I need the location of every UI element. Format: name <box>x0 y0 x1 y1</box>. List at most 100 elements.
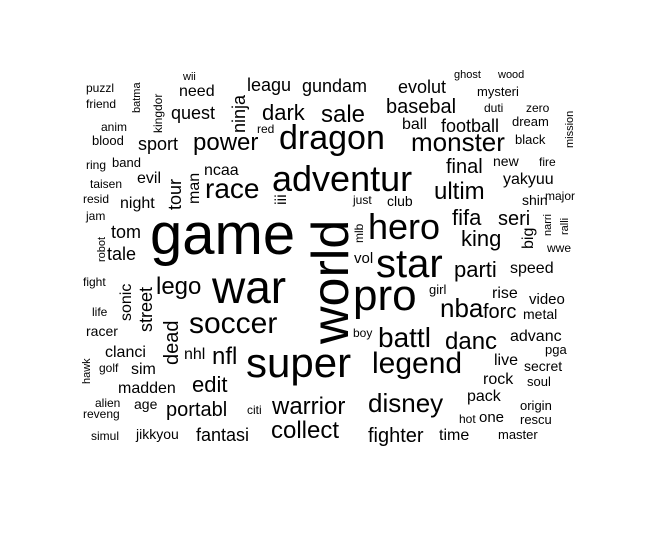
word-fighter: fighter <box>368 425 424 447</box>
word-parti: parti <box>454 257 497 282</box>
word-ralli: ralli <box>559 217 571 235</box>
word-game: game <box>150 202 296 267</box>
word-sim: sim <box>131 361 156 378</box>
word-golf: golf <box>99 361 119 375</box>
word-evil: evil <box>137 170 162 187</box>
word-nfl: nfl <box>212 343 238 370</box>
word-monster: monster <box>411 127 505 157</box>
word-one: one <box>479 409 505 426</box>
word-final: final <box>446 156 483 178</box>
word-robot: robot <box>96 236 108 262</box>
word-ring: ring <box>86 158 107 172</box>
word-racer: racer <box>86 323 118 339</box>
word-rock: rock <box>483 371 514 388</box>
word-just: just <box>353 193 372 207</box>
word-pro: pro <box>353 271 417 320</box>
word-man: man <box>186 172 203 204</box>
word-dream: dream <box>512 114 549 129</box>
word-edit: edit <box>192 372 228 397</box>
word-football: football <box>441 116 500 136</box>
word-tom: tom <box>111 222 142 242</box>
word-fifa: fifa <box>452 205 482 230</box>
word-hawk: hawk <box>81 358 93 384</box>
word-narri: narri <box>542 213 554 236</box>
word-major: major <box>545 189 576 203</box>
word-hero: hero <box>368 206 441 247</box>
word-mysteri: mysteri <box>477 84 519 99</box>
word-gundam: gundam <box>302 76 368 96</box>
word-tour: tour <box>165 178 185 210</box>
word-ghost: ghost <box>454 69 481 81</box>
word-lego: lego <box>156 273 202 300</box>
word-night: night <box>120 195 155 212</box>
word-age: age <box>134 396 158 412</box>
word-alien: alien <box>95 396 121 410</box>
word-legend: legend <box>372 347 463 380</box>
word-rescu: rescu <box>520 412 552 427</box>
word-club: club <box>387 193 413 209</box>
word-ultim: ultim <box>434 178 485 205</box>
word-simul: simul <box>91 429 120 443</box>
word-pack: pack <box>467 388 501 405</box>
word-street: street <box>136 286 156 332</box>
word-girl: girl <box>429 282 447 297</box>
word-band: band <box>112 155 141 170</box>
word-basebal: basebal <box>386 96 457 118</box>
word-big: big <box>520 227 537 249</box>
word-rise: rise <box>492 285 518 302</box>
word-sonic: sonic <box>118 283 135 321</box>
word-fantasi: fantasi <box>196 425 250 445</box>
word-nba: nba <box>440 293 484 323</box>
word-jikkyou: jikkyou <box>136 426 179 442</box>
word-black: black <box>515 132 546 147</box>
word-forc: forc <box>483 301 517 323</box>
word-wood: wood <box>498 69 525 81</box>
word-need: need <box>179 83 215 100</box>
word-duti: duti <box>484 101 504 115</box>
word-zero: zero <box>526 101 550 115</box>
word-mlb: mlb <box>352 223 366 243</box>
word-war: war <box>212 261 287 313</box>
word-pga: pga <box>545 342 567 357</box>
word-dark: dark <box>262 100 305 125</box>
word-origin: origin <box>520 398 552 413</box>
word-fire: fire <box>539 155 556 169</box>
word-puzzl: puzzl <box>86 81 115 95</box>
word-mission: mission <box>564 110 576 148</box>
word-quest: quest <box>171 103 216 123</box>
word-life: life <box>92 305 108 319</box>
word-live: live <box>494 352 519 369</box>
word-taisen: taisen <box>90 177 123 191</box>
word-disney: disney <box>368 388 444 418</box>
word-soul: soul <box>527 374 551 389</box>
word-super: super <box>246 339 352 386</box>
word-battl: battl <box>378 322 431 353</box>
word-new: new <box>493 153 519 169</box>
word-ncaa: ncaa <box>204 162 239 179</box>
word-master: master <box>498 427 538 442</box>
word-dead: dead <box>161 320 183 366</box>
word-fight: fight <box>83 275 106 289</box>
word-tale: tale <box>107 244 137 264</box>
word-star: star <box>376 242 443 286</box>
word-hot: hot <box>459 412 476 426</box>
word-friend: friend <box>86 97 117 111</box>
word-soccer: soccer <box>189 307 278 340</box>
word-ball: ball <box>402 116 427 133</box>
word-shin: shin <box>522 192 548 208</box>
word-leagu: leagu <box>247 75 292 95</box>
word-batma: batma <box>131 82 143 113</box>
word-race: race <box>205 173 260 204</box>
word-speed: speed <box>510 260 554 277</box>
word-yakyuu: yakyuu <box>503 171 554 188</box>
word-dragon: dragon <box>279 119 385 157</box>
word-madden: madden <box>118 380 176 397</box>
word-king: king <box>461 226 502 251</box>
word-time: time <box>439 427 470 444</box>
word-anim: anim <box>101 120 128 134</box>
word-secret: secret <box>524 358 563 374</box>
word-video: video <box>529 291 565 308</box>
word-iii: iii <box>273 194 290 205</box>
word-reveng: reveng <box>83 407 120 421</box>
word-evolut: evolut <box>398 77 447 97</box>
